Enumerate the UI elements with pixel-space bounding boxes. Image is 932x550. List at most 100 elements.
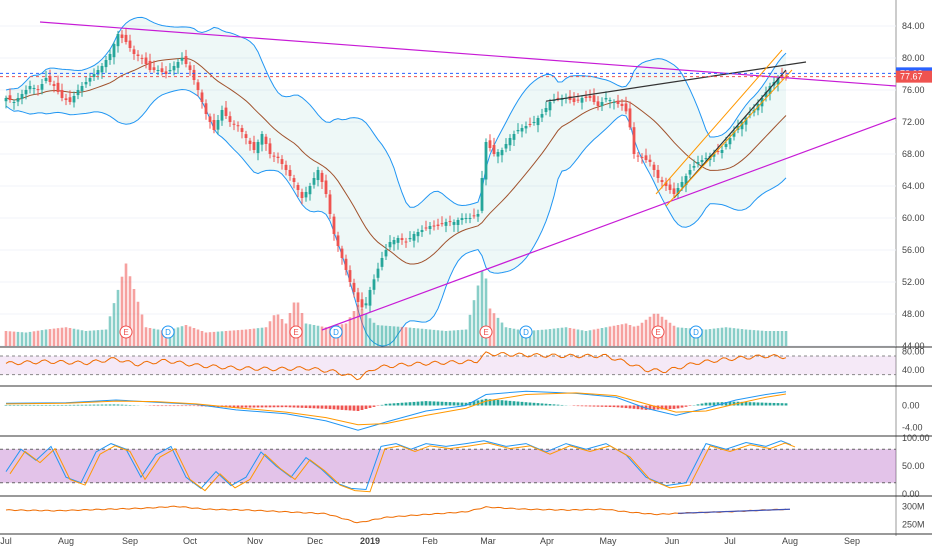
- rsi-band: [0, 356, 896, 375]
- candle-body: [724, 144, 728, 147]
- candle-body: [476, 214, 480, 217]
- macd-histogram-bar: [416, 401, 420, 406]
- macd-histogram-bar: [316, 405, 320, 409]
- macd-histogram-bar: [44, 404, 48, 406]
- candle-body: [652, 164, 656, 170]
- candle-body: [72, 96, 76, 103]
- candle-body: [272, 155, 276, 157]
- macd-histogram-bar: [740, 401, 744, 406]
- candle-body: [396, 238, 400, 243]
- volume-bar: [452, 330, 456, 346]
- volume-bar: [344, 323, 348, 346]
- dividend-marker[interactable]: [519, 325, 533, 339]
- resistance-trendline[interactable]: [39, 21, 897, 87]
- macd-histogram-bar: [64, 404, 68, 406]
- earnings-marker[interactable]: [651, 325, 665, 339]
- macd-histogram-bar: [264, 405, 268, 408]
- channel-lower[interactable]: [665, 69, 793, 207]
- macd-histogram-bar: [92, 404, 96, 406]
- macd-histogram-bar: [300, 405, 304, 408]
- volume-bar: [24, 332, 28, 346]
- macd-tick-label: 0.00: [902, 401, 920, 411]
- macd-histogram-bar: [312, 405, 316, 409]
- volume-bar: [432, 329, 436, 346]
- volume-bar: [744, 329, 748, 346]
- volume-bar: [416, 328, 420, 346]
- bollinger-lower: [5, 88, 787, 347]
- candle-body: [516, 130, 520, 132]
- candle-body: [236, 125, 240, 127]
- candle-body: [252, 142, 256, 150]
- candle-body: [484, 142, 488, 180]
- volume-bar: [700, 329, 704, 346]
- macd-histogram-bar: [648, 405, 652, 410]
- candle-body: [268, 143, 272, 154]
- earnings-marker[interactable]: [289, 325, 303, 339]
- candle-body: [188, 65, 192, 70]
- volume-bar: [148, 328, 152, 346]
- support-trendline[interactable]: [321, 117, 897, 331]
- macd-histogram-bar: [396, 403, 400, 406]
- volume-bar: [84, 331, 88, 346]
- volume-bar: [464, 329, 468, 346]
- volume-bar: [424, 329, 428, 346]
- macd-histogram-bar: [640, 405, 644, 410]
- macd-histogram-bar: [72, 404, 76, 406]
- bollinger-upper: [5, 16, 787, 208]
- channel-upper[interactable]: [655, 49, 783, 195]
- candle-body: [8, 95, 12, 100]
- macd-histogram-bar: [724, 402, 728, 406]
- macd-histogram-bar: [168, 405, 172, 407]
- macd-histogram-bar: [256, 405, 260, 408]
- macd-histogram-bar: [756, 402, 760, 406]
- volume-bar: [216, 331, 220, 346]
- volume-bar: [100, 329, 104, 346]
- obv-line: [5, 505, 787, 524]
- candle-body: [24, 90, 28, 95]
- volume-bar: [44, 329, 48, 346]
- macd-histogram-bar: [108, 404, 112, 406]
- volume-bar: [352, 311, 356, 346]
- macd-histogram-bar: [776, 403, 780, 406]
- volume-bar: [592, 329, 596, 346]
- volume-bar: [60, 327, 64, 346]
- candle-body: [16, 98, 20, 102]
- macd-histogram-bar: [448, 402, 452, 406]
- candle-body: [616, 100, 620, 104]
- obv-trendline[interactable]: [677, 508, 791, 514]
- candle-body: [80, 86, 84, 92]
- dividend-marker[interactable]: [161, 325, 175, 339]
- candle-body: [372, 279, 376, 290]
- volume-bar: [712, 328, 716, 346]
- volume-bar: [440, 330, 444, 346]
- price-tag: [896, 70, 932, 83]
- candle-body: [536, 118, 540, 126]
- volume-bar: [672, 325, 676, 346]
- macd-histogram-bar: [68, 404, 72, 406]
- volume-bar: [484, 278, 488, 346]
- volume-bar: [240, 329, 244, 346]
- macd-histogram-bar: [408, 402, 412, 406]
- candle-body: [368, 290, 372, 306]
- candle-body: [204, 103, 208, 114]
- dividend-marker[interactable]: [689, 325, 703, 339]
- candle-body: [232, 123, 236, 125]
- dividend-marker[interactable]: [329, 325, 343, 339]
- macd-histogram-bar: [488, 399, 492, 406]
- price-tag-label: 77.67: [900, 72, 923, 82]
- candle-body: [528, 123, 532, 125]
- candle-body: [576, 99, 580, 101]
- volume-bar: [704, 329, 708, 346]
- macd-histogram-bar: [600, 405, 604, 407]
- y-tick-label: 72.00: [902, 117, 925, 127]
- stochastic-d-line: [9, 442, 796, 493]
- candle-body: [96, 70, 100, 75]
- wedge-top-line[interactable]: [545, 61, 807, 102]
- candle-body: [768, 86, 772, 95]
- candle-body: [744, 118, 748, 125]
- volume-bar: [192, 328, 196, 346]
- earnings-marker[interactable]: [119, 325, 133, 339]
- earnings-marker[interactable]: [479, 325, 493, 339]
- macd-histogram-bar: [660, 405, 664, 410]
- macd-histogram-bar: [16, 404, 20, 406]
